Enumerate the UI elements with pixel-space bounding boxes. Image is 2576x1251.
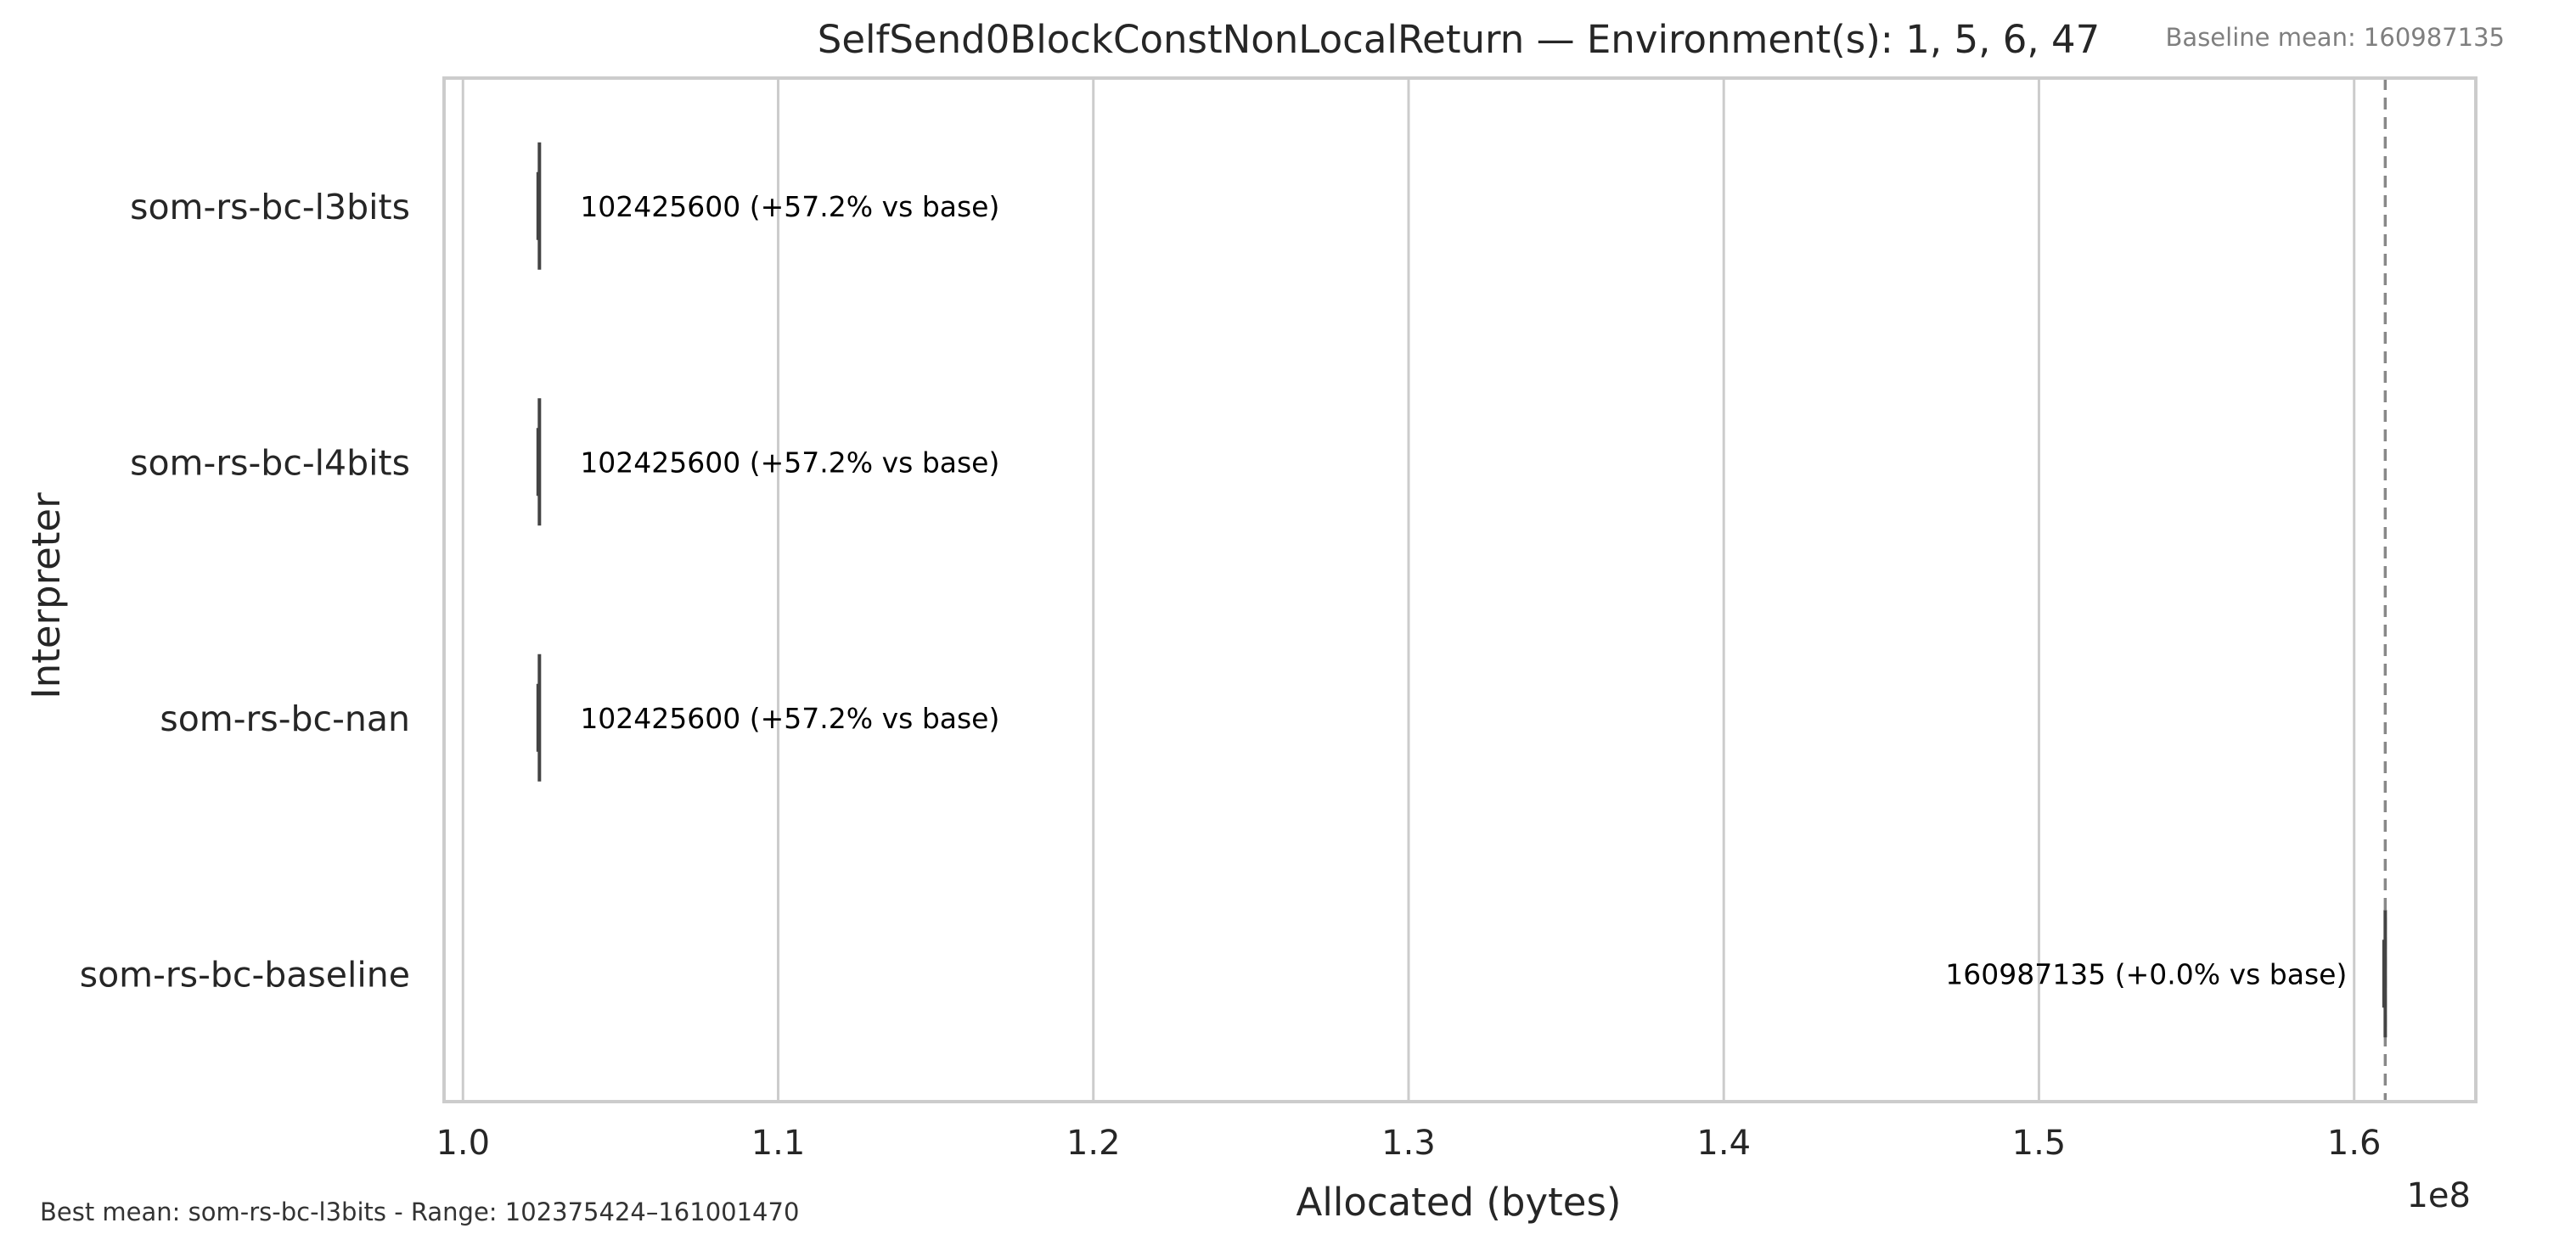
box-mark [2382, 910, 2388, 1038]
x-tick-label: 1.0 [436, 1124, 490, 1163]
grid-lines [461, 78, 2356, 1102]
plot-area-frame [442, 76, 2478, 1103]
y-category-label: som-rs-bc-l3bits [130, 187, 410, 227]
x-tick-label: 1.3 [1381, 1124, 1436, 1163]
box-mark [536, 654, 542, 782]
baseline-mean-note: Baseline mean: 160987135 [2166, 23, 2505, 52]
box-mark [536, 142, 542, 270]
chart-title: SelfSend0BlockConstNonLocalReturn — Envi… [818, 17, 2100, 62]
y-category-label: som-rs-bc-nan [160, 698, 410, 739]
value-label: 102425600 (+57.2% vs base) [580, 446, 999, 479]
x-tick-label: 1.1 [751, 1124, 806, 1163]
x-axis-ticks: 1.0 1.1 1.2 1.3 1.4 1.5 1.6 [436, 1124, 2381, 1163]
x-tick-label: 1.5 [2012, 1124, 2067, 1163]
x-axis-scale-label: 1e8 [2406, 1176, 2471, 1215]
value-label: 102425600 (+57.2% vs base) [580, 702, 999, 735]
value-label: 160987135 (+0.0% vs base) [1945, 957, 2347, 990]
y-axis-label: Interpreter [24, 492, 69, 699]
y-axis-categories: som-rs-bc-l3bits som-rs-bc-l4bits som-rs-b… [80, 187, 410, 996]
box-marks [536, 142, 2388, 1038]
x-tick-label: 1.2 [1066, 1124, 1121, 1163]
value-labels: 102425600 (+57.2% vs base) 102425600 (+57… [580, 190, 2347, 991]
value-label: 102425600 (+57.2% vs base) [580, 190, 999, 223]
x-tick-label: 1.6 [2327, 1124, 2382, 1163]
x-tick-label: 1.4 [1696, 1124, 1751, 1163]
box-mark [536, 398, 542, 526]
footer-note: Best mean: som-rs-bc-l3bits - Range: 102… [40, 1198, 799, 1226]
y-category-label: som-rs-bc-l4bits [130, 442, 410, 483]
y-category-label: som-rs-bc-baseline [80, 954, 410, 995]
x-axis-label: Allocated (bytes) [1296, 1180, 1622, 1225]
